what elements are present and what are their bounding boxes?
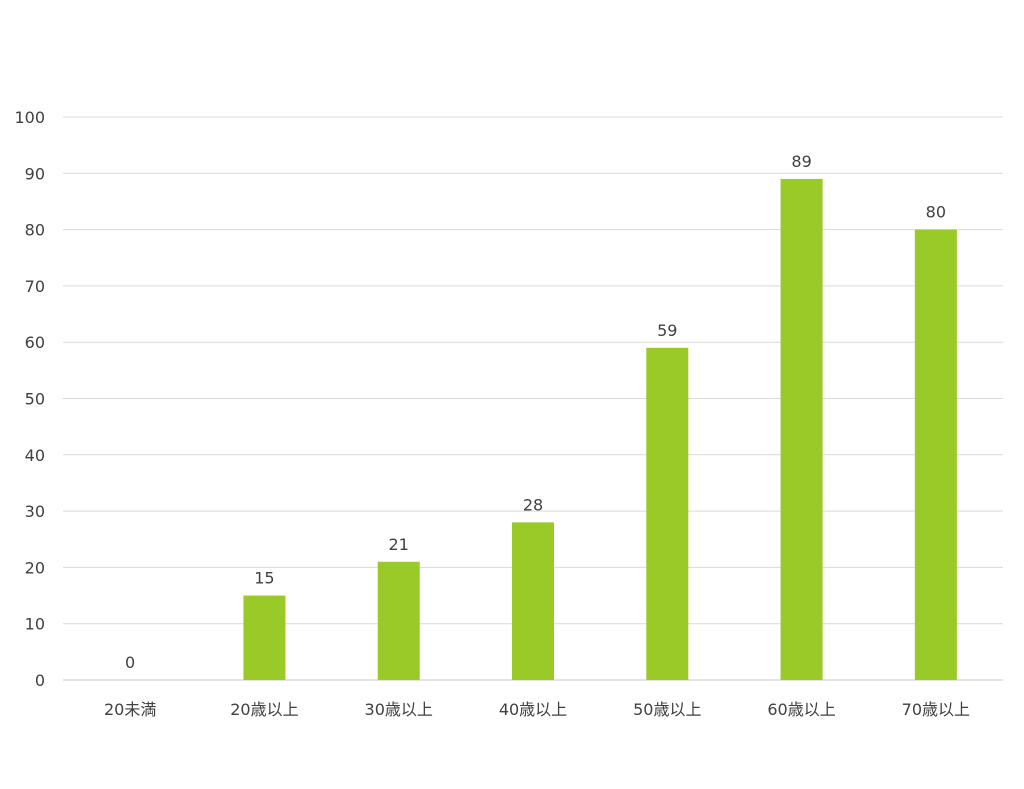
data-label-3: 21 xyxy=(389,535,409,554)
data-label-5: 59 xyxy=(657,321,677,340)
data-label-4: 28 xyxy=(523,495,543,514)
x-category-label-4: 40歳以上 xyxy=(499,700,567,719)
x-category-label-7: 70歳以上 xyxy=(902,700,970,719)
y-tick-label: 60 xyxy=(25,333,45,352)
x-category-label-6: 60歳以上 xyxy=(767,700,835,719)
x-axis-category-labels: 20未満 20歳以上 30歳以上 40歳以上 50歳以上 60歳以上 70歳以上 xyxy=(104,700,970,719)
y-tick-label: 40 xyxy=(25,446,45,465)
y-tick-label: 20 xyxy=(25,558,45,577)
y-tick-label: 10 xyxy=(25,615,45,634)
y-tick-label: 0 xyxy=(35,671,45,690)
y-tick-label: 100 xyxy=(14,108,45,127)
bar-5 xyxy=(646,347,689,680)
data-label-2: 15 xyxy=(254,569,274,588)
gridlines xyxy=(63,116,1003,681)
x-category-label-5: 50歳以上 xyxy=(633,700,701,719)
data-labels: 0 15 21 28 59 89 80 xyxy=(125,152,946,672)
bar-7 xyxy=(914,229,957,680)
data-label-1: 0 xyxy=(125,653,135,672)
y-axis-tick-labels: 0 10 20 30 40 50 60 70 80 90 100 xyxy=(14,108,45,690)
y-tick-label: 90 xyxy=(25,164,45,183)
bar-4 xyxy=(512,522,554,680)
bar-2 xyxy=(243,595,286,680)
y-tick-label: 30 xyxy=(25,502,45,521)
x-category-label-1: 20未満 xyxy=(104,700,156,719)
bars xyxy=(243,178,957,680)
bar-3 xyxy=(377,561,420,680)
data-label-6: 89 xyxy=(791,152,811,171)
data-label-7: 80 xyxy=(926,203,946,222)
x-category-label-2: 20歳以上 xyxy=(230,700,298,719)
y-tick-label: 80 xyxy=(25,221,45,240)
y-tick-label: 50 xyxy=(25,390,45,409)
bar-6 xyxy=(780,178,823,680)
y-tick-label: 70 xyxy=(25,277,45,296)
x-category-label-3: 30歳以上 xyxy=(365,700,433,719)
